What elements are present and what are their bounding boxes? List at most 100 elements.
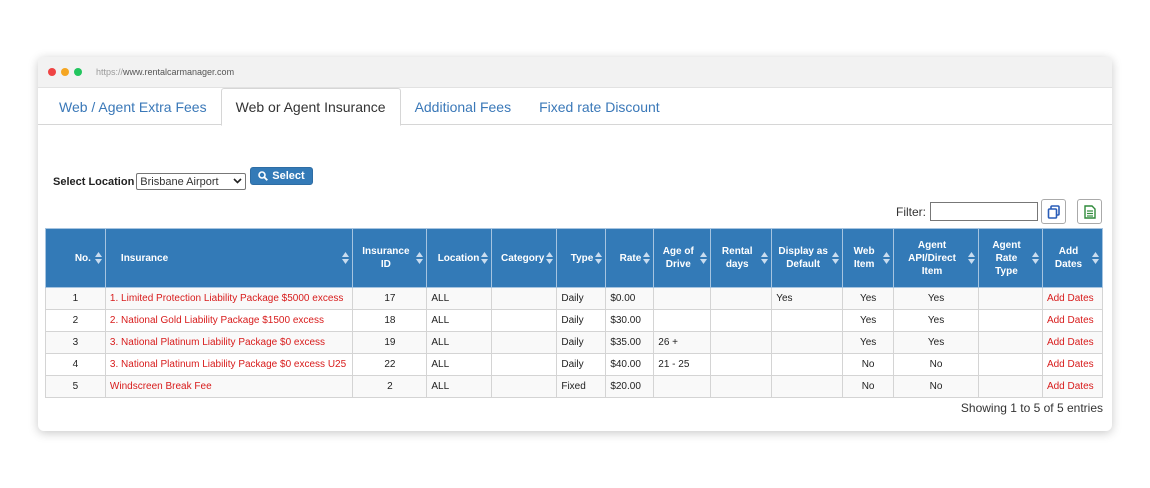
column-header-label: Agent Rate Type <box>992 239 1021 277</box>
cell-rate_type <box>978 375 1043 398</box>
cell-days <box>710 309 773 332</box>
tab-additional-fees[interactable]: Additional Fees <box>414 98 512 115</box>
table-header-row: No. Insurance Insurance ID Location Category… <box>45 228 1104 288</box>
cell-no: 4 <box>45 353 106 376</box>
tab-web-or-agent-insurance[interactable]: Web or Agent Insurance <box>220 88 401 126</box>
column-header[interactable]: Age of Drive <box>653 228 712 288</box>
cell-age <box>653 309 712 332</box>
sort-icon <box>595 252 603 264</box>
sort-icon <box>643 252 651 264</box>
column-header[interactable]: Agent Rate Type <box>978 228 1043 288</box>
cell-category <box>491 309 558 332</box>
cell-rate: $35.00 <box>605 331 655 354</box>
select-location-button[interactable]: Select <box>250 166 313 185</box>
url-domain: www.rentalcarmanager.com <box>123 67 235 77</box>
cell-agent: No <box>893 353 980 376</box>
cell-rate_type <box>978 287 1043 310</box>
cell-web: No <box>842 353 895 376</box>
cell-insurance[interactable]: 1. Limited Protection Liability Package … <box>104 287 354 310</box>
table-body: 1 1. Limited Protection Liability Package… <box>45 287 1104 398</box>
cell-location: ALL <box>426 309 493 332</box>
maximize-window-dot[interactable] <box>74 68 82 76</box>
cell-web: Yes <box>842 287 895 310</box>
column-header[interactable]: Display as Default <box>771 228 844 288</box>
cell-add[interactable]: Add Dates <box>1041 331 1104 354</box>
copy-button[interactable] <box>1041 199 1066 224</box>
column-header[interactable]: Web Item <box>842 228 895 288</box>
location-dropdown[interactable]: Brisbane Airport <box>136 173 247 190</box>
cell-rate_type <box>978 309 1043 332</box>
cell-id: 22 <box>352 353 428 376</box>
cell-add[interactable]: Add Dates <box>1041 309 1104 332</box>
column-header[interactable]: Type <box>556 228 607 288</box>
cell-id: 19 <box>352 331 428 354</box>
cell-days <box>710 287 773 310</box>
cell-no: 1 <box>45 287 106 310</box>
cell-insurance[interactable]: Windscreen Break Fee <box>104 375 354 398</box>
cell-insurance[interactable]: 3. National Platinum Liability Package $… <box>104 353 354 376</box>
cell-default: Yes <box>771 287 844 310</box>
cell-rate: $0.00 <box>605 287 655 310</box>
cell-days <box>710 331 773 354</box>
column-header[interactable]: Location <box>426 228 493 288</box>
url-protocol: https:// <box>96 67 124 77</box>
cell-insurance[interactable]: 3. National Platinum Liability Package $… <box>104 331 354 354</box>
cell-rate_type <box>978 353 1043 376</box>
column-header[interactable]: Agent API/Direct Item <box>893 228 980 288</box>
cell-location: ALL <box>426 287 493 310</box>
column-header-label: Web Item <box>853 246 875 270</box>
table-row: 1 1. Limited Protection Liability Package… <box>45 287 1104 310</box>
cell-rate: $20.00 <box>605 375 655 398</box>
column-header[interactable]: Add Dates <box>1041 228 1104 288</box>
cell-type: Fixed <box>556 375 607 398</box>
cell-age: 21 - 25 <box>653 353 712 376</box>
tab-fixed-rate-discount[interactable]: Fixed rate Discount <box>539 98 660 115</box>
cell-type: Daily <box>556 353 607 376</box>
cell-agent: Yes <box>893 331 980 354</box>
minimize-window-dot[interactable] <box>61 68 69 76</box>
column-header[interactable]: Insurance ID <box>352 228 428 288</box>
cell-no: 5 <box>45 375 106 398</box>
cell-add[interactable]: Add Dates <box>1041 353 1104 376</box>
cell-age: 26 + <box>653 331 712 354</box>
close-window-dot[interactable] <box>48 68 56 76</box>
cell-add[interactable]: Add Dates <box>1041 287 1104 310</box>
cell-add[interactable]: Add Dates <box>1041 375 1104 398</box>
cell-no: 3 <box>45 331 106 354</box>
column-header-label: Rental days <box>721 246 753 270</box>
cell-id: 2 <box>352 375 428 398</box>
cell-insurance[interactable]: 2. National Gold Liability Package $1500… <box>104 309 354 332</box>
cell-default <box>771 331 844 354</box>
column-header-label: Insurance <box>120 252 169 264</box>
column-header-label: Category <box>500 252 545 264</box>
sort-icon <box>416 252 424 264</box>
column-header[interactable]: Insurance <box>104 228 354 288</box>
cell-id: 17 <box>352 287 428 310</box>
tab-web-agent-extra-fees[interactable]: Web / Agent Extra Fees <box>59 98 207 115</box>
column-header[interactable]: No. <box>45 228 106 288</box>
address-bar[interactable]: https://www.rentalcarmanager.com <box>96 67 234 77</box>
select-button-label: Select <box>272 169 305 182</box>
sort-icon <box>883 252 891 264</box>
column-header[interactable]: Category <box>491 228 558 288</box>
column-header-label: Add Dates <box>1054 246 1083 270</box>
copy-icon <box>1047 204 1060 219</box>
table-info: Showing 1 to 5 of 5 entries <box>960 401 1103 415</box>
cell-default <box>771 353 844 376</box>
cell-agent: No <box>893 375 980 398</box>
cell-days <box>710 353 773 376</box>
excel-file-icon <box>1083 204 1096 219</box>
cell-category <box>491 287 558 310</box>
column-header[interactable]: Rental days <box>710 228 773 288</box>
table-row: 4 3. National Platinum Liability Package … <box>45 353 1104 376</box>
cell-no: 2 <box>45 309 106 332</box>
search-icon <box>258 170 269 181</box>
column-header[interactable]: Rate <box>605 228 655 288</box>
filter-row: Filter: <box>896 199 1102 224</box>
cell-agent: Yes <box>893 287 980 310</box>
export-excel-button[interactable] <box>1077 199 1102 224</box>
cell-rate: $40.00 <box>605 353 655 376</box>
cell-location: ALL <box>426 331 493 354</box>
filter-input[interactable] <box>930 202 1038 221</box>
column-header-label: Agent API/Direct Item <box>908 239 956 277</box>
